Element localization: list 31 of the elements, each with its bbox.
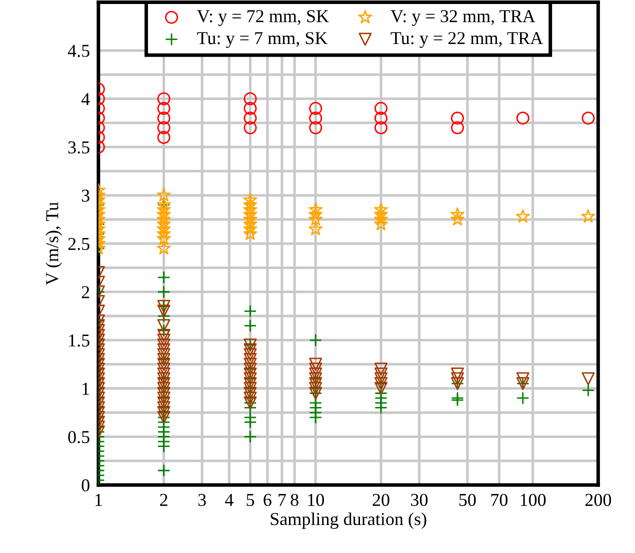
x-tick-label: 8 bbox=[290, 494, 298, 506]
legend-label: V: y = 32 mm, TRA bbox=[390, 10, 536, 26]
x-tick-label: 4 bbox=[225, 494, 234, 506]
y-tick-label: 4 bbox=[81, 93, 90, 106]
legend-label: V: y = 72 mm, SK bbox=[197, 10, 329, 26]
x-tick-label: 20 bbox=[372, 494, 390, 506]
legend-label: Tu: y = 7 mm, SK bbox=[197, 32, 328, 48]
x-tick-label: 50 bbox=[459, 494, 476, 506]
x-tick-label: 7 bbox=[278, 494, 286, 506]
y-tick-label: 0.5 bbox=[68, 430, 90, 444]
y-tick-label: 3 bbox=[82, 190, 90, 202]
x-tick-label: 100 bbox=[520, 494, 546, 506]
x-tick-label: 6 bbox=[264, 494, 272, 506]
y-tick-label: 2.5 bbox=[68, 238, 90, 250]
y-tick-label: 3.5 bbox=[68, 141, 90, 154]
x-tick-label: 1 bbox=[96, 494, 102, 506]
x-tick-label: 70 bbox=[491, 494, 508, 506]
x-axis-title: Sampling duration (s) bbox=[270, 512, 426, 529]
y-tick-label: 4.5 bbox=[68, 44, 90, 58]
x-tick-label: 3 bbox=[198, 494, 206, 506]
x-tick-label: 5 bbox=[246, 494, 254, 506]
y-axis-title: V (m/s), Tu bbox=[46, 202, 62, 286]
x-tick-label: 10 bbox=[308, 494, 324, 506]
y-tick-label: 1.5 bbox=[69, 334, 90, 347]
x-tick-label: 30 bbox=[411, 494, 428, 506]
y-tick-label: 2 bbox=[82, 286, 90, 298]
y-tick-label: 1 bbox=[82, 382, 90, 395]
y-tick-label: 0 bbox=[82, 479, 90, 492]
x-tick-label: 2 bbox=[160, 494, 168, 506]
legend-label: Tu: y = 22 mm, TRA bbox=[390, 32, 543, 48]
x-tick-label: 200 bbox=[585, 494, 612, 506]
